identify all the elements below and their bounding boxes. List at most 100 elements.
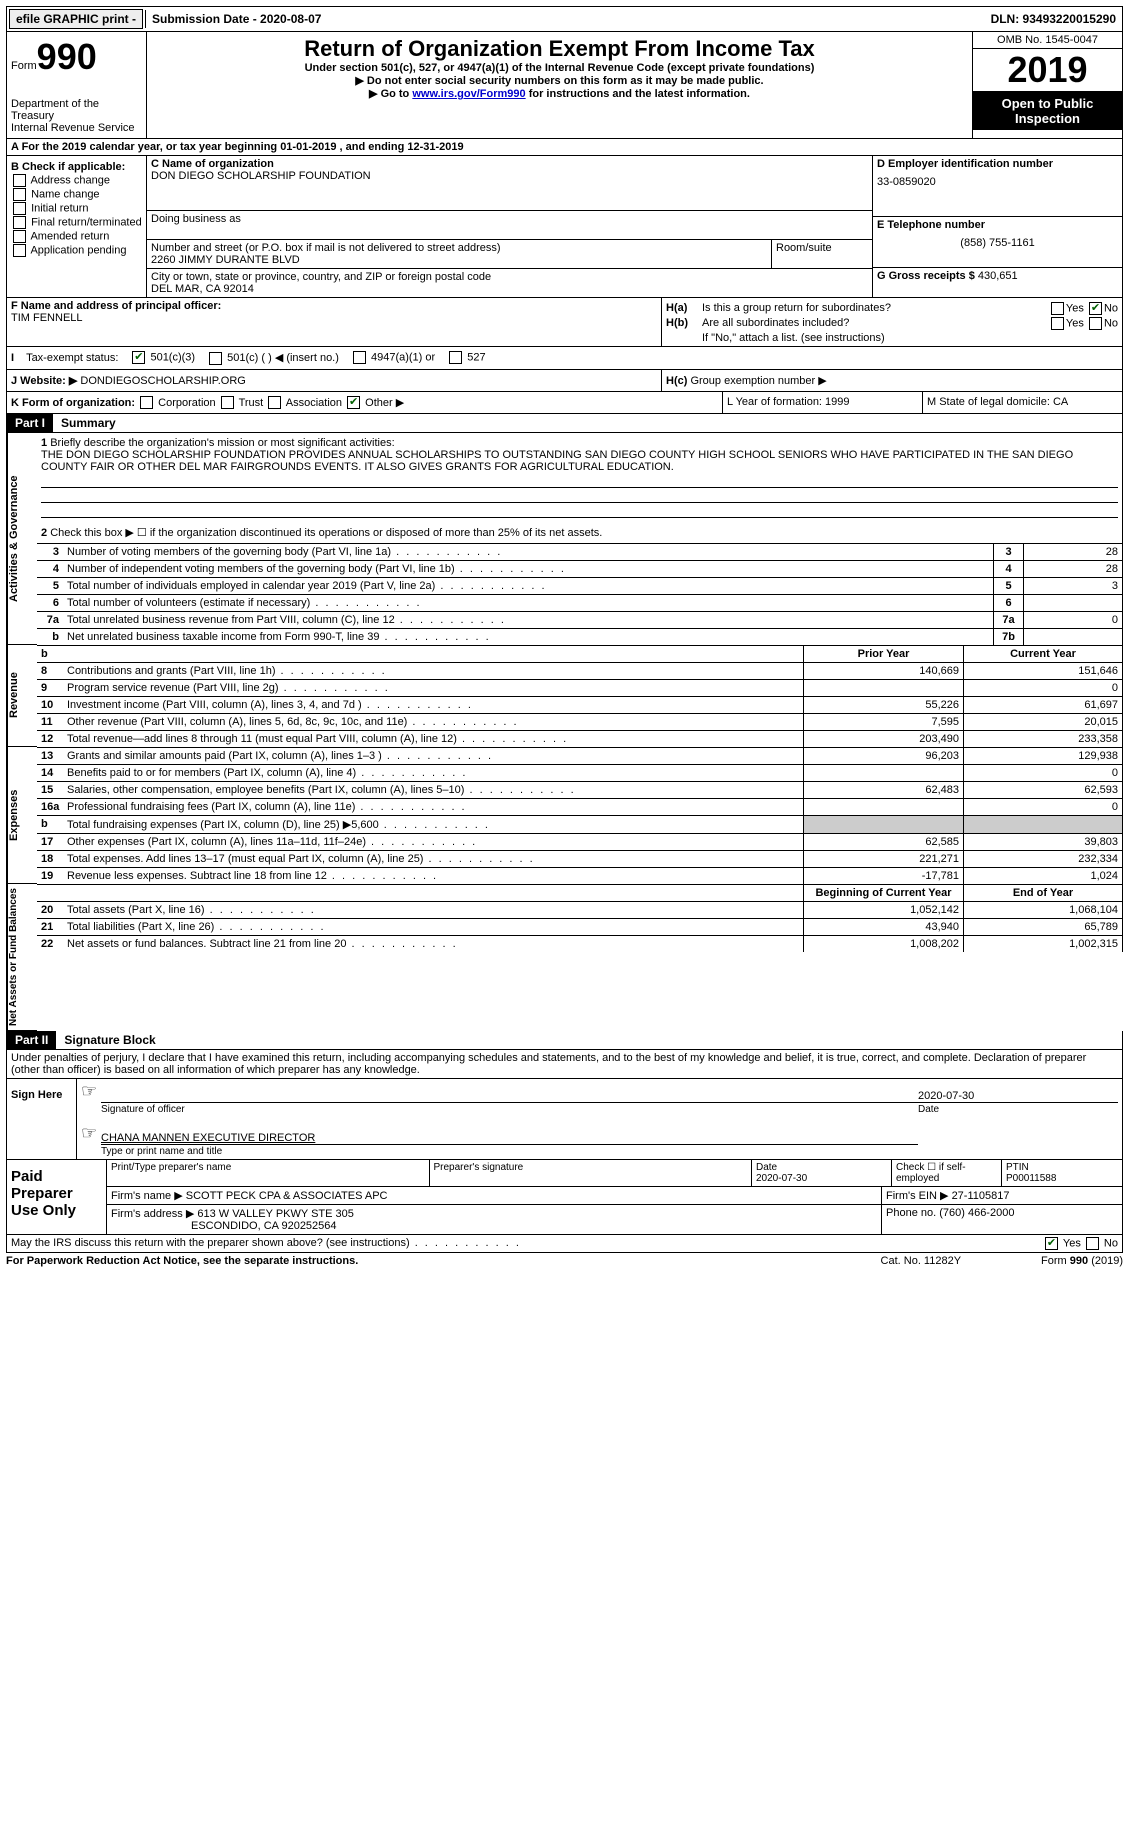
name-change-checkbox[interactable] [13,188,26,201]
line-num: 21 [37,919,63,935]
address-change-checkbox[interactable] [13,174,26,187]
efile-print-button[interactable]: efile GRAPHIC print - [9,9,143,29]
line-label: Benefits paid to or for members (Part IX… [63,765,803,781]
501c-label: 501(c) ( ) ◀ (insert no.) [227,352,339,364]
firm-ein-label: Firm's EIN ▶ [886,1190,949,1202]
ein-label: D Employer identification number [877,158,1118,170]
dept-label: Department of the Treasury Internal Reve… [11,98,142,134]
4947-label: 4947(a)(1) or [371,352,435,364]
501c3-checkbox[interactable] [132,351,145,364]
prior-year-value [803,816,963,833]
line-label: Salaries, other compensation, employee b… [63,782,803,798]
q2-num: 2 [41,527,47,539]
current-year-value: 1,002,315 [963,936,1123,952]
line-box: 4 [993,561,1023,577]
underline [41,488,1118,503]
prior-year-value: 203,490 [803,731,963,747]
hb-yes-checkbox[interactable] [1051,317,1064,330]
line-num: 4 [37,561,63,577]
line-label: Net assets or fund balances. Subtract li… [63,936,803,952]
line-value: 28 [1023,544,1123,560]
corp-label: Corporation [158,397,215,409]
tax-status-i-label: I [11,352,14,364]
submission-date: Submission Date - 2020-08-07 [145,10,327,28]
initial-return-label: Initial return [31,202,88,214]
firm-ein: 27-1105817 [952,1190,1010,1202]
line-num: 17 [37,834,63,850]
discuss-yes-checkbox[interactable] [1045,1237,1058,1250]
discuss-no-checkbox[interactable] [1086,1237,1099,1250]
line-num: 11 [37,714,63,730]
501c-checkbox[interactable] [209,352,222,365]
ha-text: Is this a group return for subordinates? [702,302,1049,315]
hb-no-checkbox[interactable] [1089,317,1102,330]
assoc-checkbox[interactable] [268,396,281,409]
line-num: 7a [37,612,63,628]
line-label: Total assets (Part X, line 16) [63,902,803,918]
line-label: Total expenses. Add lines 13–17 (must eq… [63,851,803,867]
4947-checkbox[interactable] [353,351,366,364]
application-pending-checkbox[interactable] [13,244,26,257]
firm-phone: (760) 466-2000 [939,1207,1014,1219]
gross-label: G Gross receipts $ [877,270,975,282]
line-num: 19 [37,868,63,884]
527-label: 527 [467,352,485,364]
street-label: Number and street (or P.O. box if mail i… [151,242,767,254]
q1-num: 1 [41,437,47,449]
current-year-value: 0 [963,799,1123,815]
irs-link[interactable]: www.irs.gov/Form990 [412,88,525,100]
part2-header: Part II Signature Block [6,1031,1123,1050]
current-year-value: 0 [963,680,1123,696]
current-year-header: Current Year [963,646,1123,662]
ha-label: H(a) [666,302,702,315]
line-label: Total number of individuals employed in … [63,578,993,594]
ha-yes-checkbox[interactable] [1051,302,1064,315]
line-num: 10 [37,697,63,713]
firm-addr-label: Firm's address ▶ [111,1208,194,1220]
line-value [1023,629,1123,645]
prep-name-label: Print/Type preparer's name [107,1160,430,1186]
ha-no-checkbox[interactable] [1089,302,1102,315]
line-label: Number of independent voting members of … [63,561,993,577]
officer-name-title: CHANA MANNEN EXECUTIVE DIRECTOR [101,1132,918,1144]
line-box: 6 [993,595,1023,611]
ptin-value: P00011588 [1006,1173,1056,1184]
form-footer: Form 990 (2019) [1041,1255,1123,1267]
trust-checkbox[interactable] [221,396,234,409]
current-year-value: 65,789 [963,919,1123,935]
final-return-checkbox[interactable] [13,216,26,229]
other-checkbox[interactable] [347,396,360,409]
amended-return-checkbox[interactable] [13,230,26,243]
prep-date-label: Date [756,1162,777,1173]
527-checkbox[interactable] [449,351,462,364]
assoc-label: Association [286,397,342,409]
sign-arrow-icon: ☞ [81,1081,101,1102]
firm-addr2: ESCONDIDO, CA 920252564 [111,1220,337,1232]
q1-label: Briefly describe the organization's miss… [50,437,394,449]
city-label: City or town, state or province, country… [151,271,868,283]
current-year-value: 1,068,104 [963,902,1123,918]
prior-year-value: 7,595 [803,714,963,730]
line-num: 12 [37,731,63,747]
address-change-label: Address change [30,174,110,186]
current-year-value: 151,646 [963,663,1123,679]
prior-year-value: 62,483 [803,782,963,798]
form-title: Return of Organization Exempt From Incom… [151,36,968,62]
ptin-label: PTIN [1006,1162,1029,1173]
prior-year-header: Prior Year [803,646,963,662]
initial-return-checkbox[interactable] [13,202,26,215]
current-year-value: 20,015 [963,714,1123,730]
line-label: Total fundraising expenses (Part IX, col… [63,816,803,833]
section-d: D Employer identification number 33-0859… [872,156,1122,297]
prior-year-value: 1,052,142 [803,902,963,918]
corp-checkbox[interactable] [140,396,153,409]
officer-name: TIM FENNELL [11,312,657,324]
final-return-label: Final return/terminated [31,216,142,228]
line-label: Other revenue (Part VIII, column (A), li… [63,714,803,730]
prep-date: 2020-07-30 [756,1173,807,1184]
current-year-value [963,816,1123,833]
street-address: 2260 JIMMY DURANTE BLVD [151,254,767,266]
line-num: 20 [37,902,63,918]
top-bar: efile GRAPHIC print - Submission Date - … [6,6,1123,32]
line-num: b [37,816,63,833]
